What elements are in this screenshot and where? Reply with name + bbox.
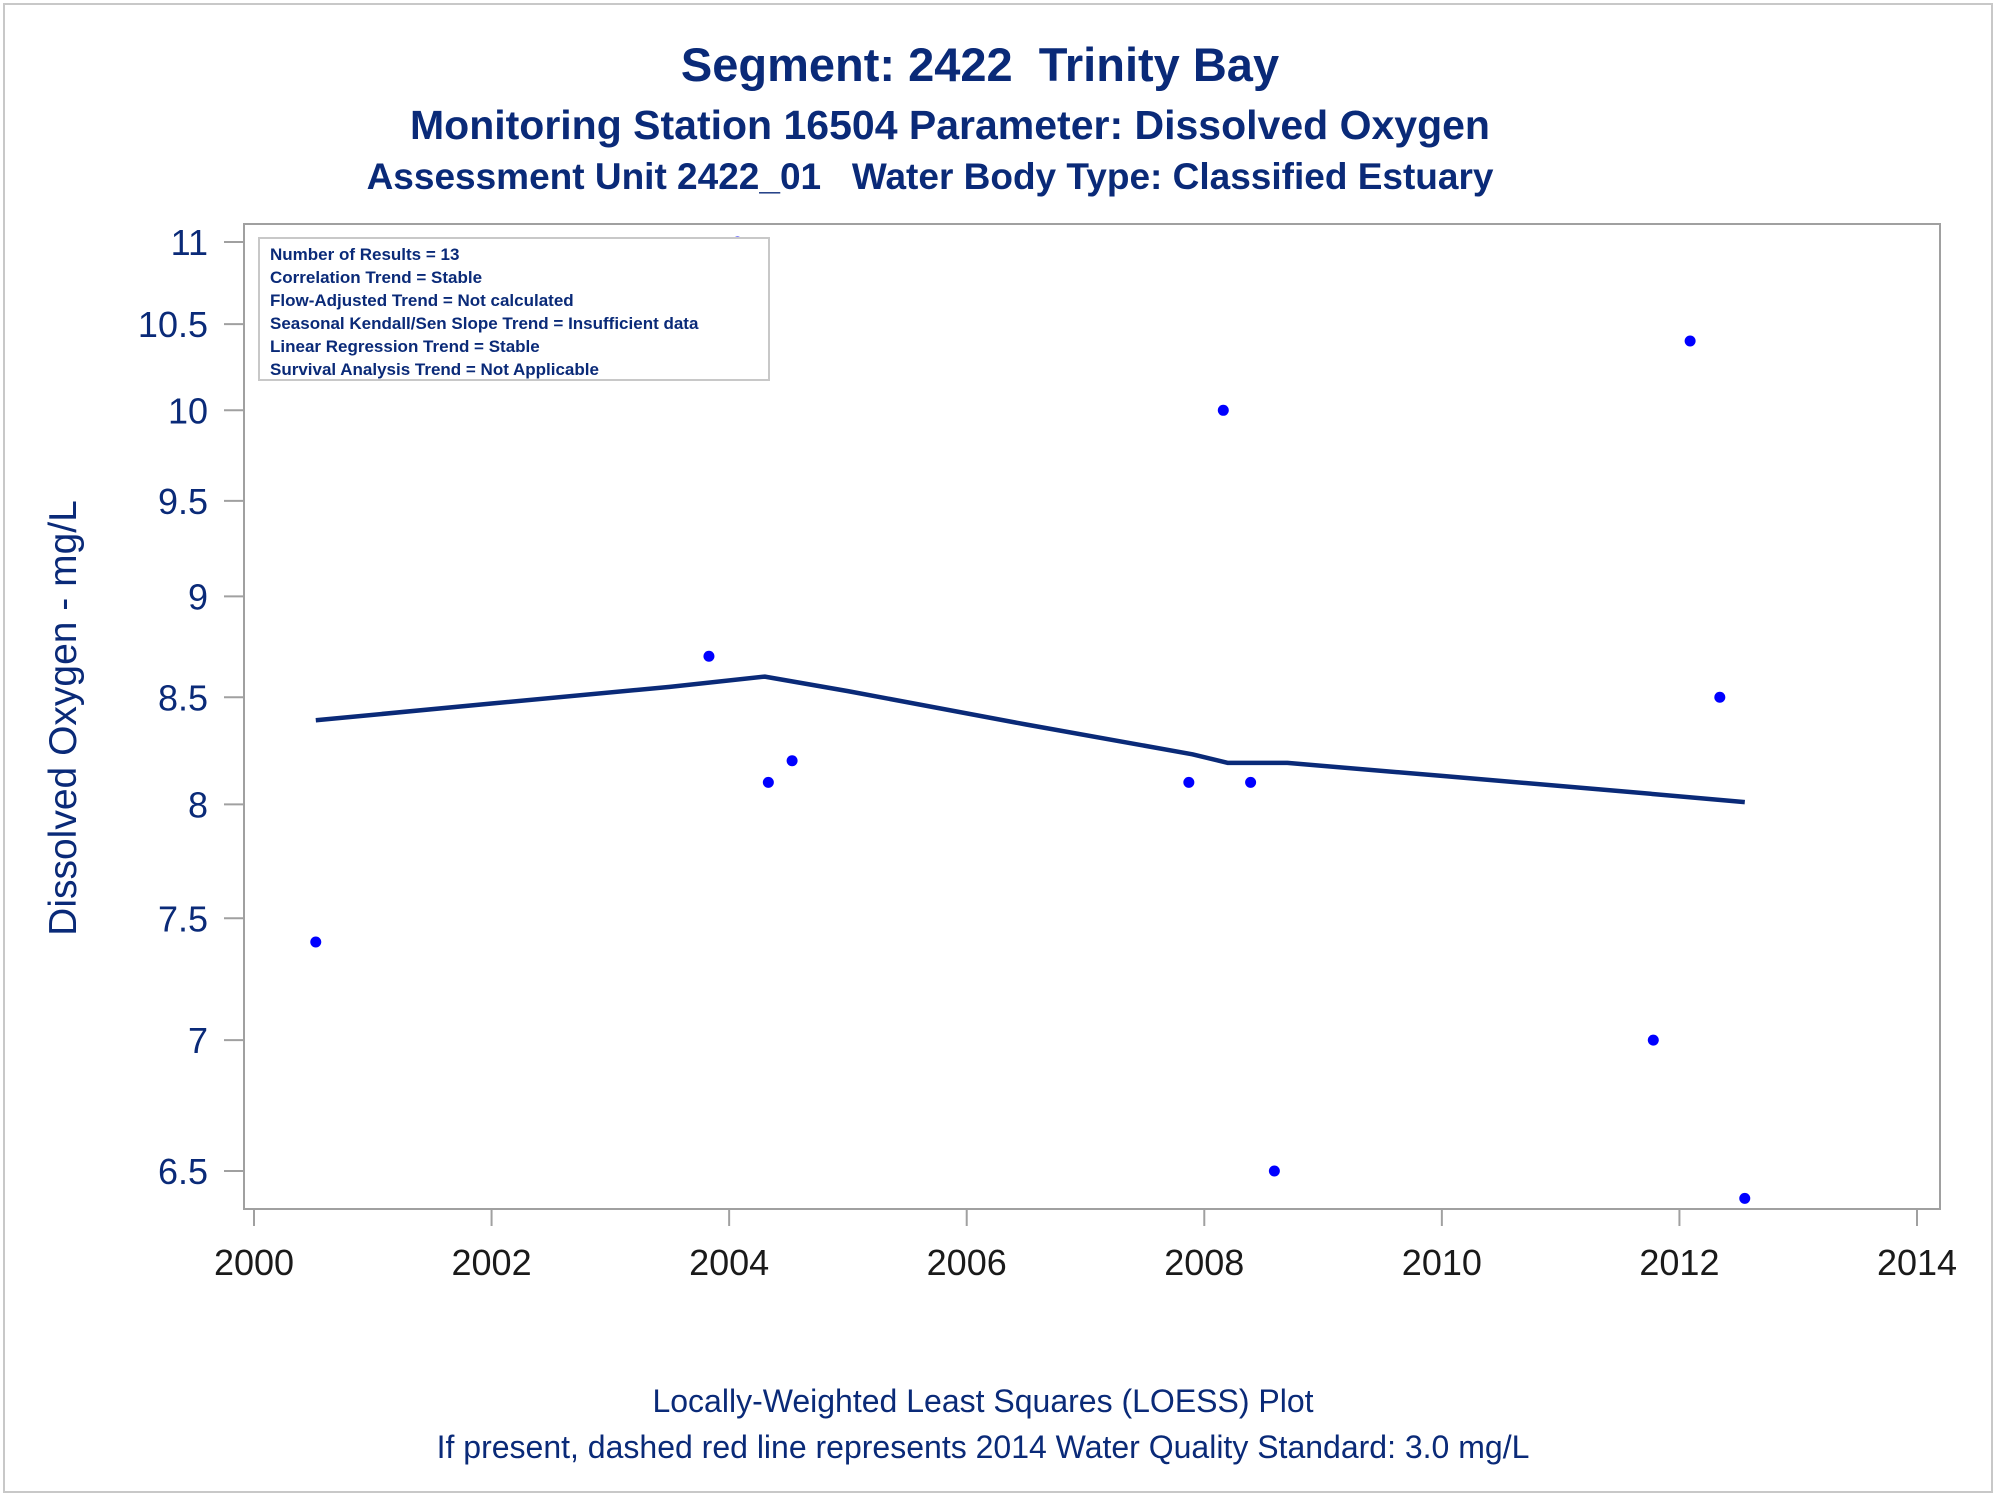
chart-subtitle-assessment: Assessment Unit 2422_01 Water Body Type:…	[366, 156, 1494, 197]
x-tick-label: 2000	[214, 1242, 294, 1283]
x-tick-label: 2008	[1164, 1242, 1244, 1283]
trend-stats-box: Number of Results = 13 Correlation Trend…	[258, 237, 770, 381]
y-tick-label: 7.5	[158, 898, 208, 939]
stat-number-of-results: Number of Results = 13	[270, 245, 460, 264]
y-axis: 6.5 7 7.5 8 8.5 9 9.5 10 10.5 11	[138, 222, 244, 1192]
y-tick-label: 11	[171, 222, 208, 263]
data-point	[1739, 1192, 1751, 1204]
x-axis: 2000 2002 2004 2006 2008 2010 2012 2014	[214, 1209, 1957, 1283]
y-tick-label: 9	[188, 576, 208, 617]
x-tick-label: 2006	[927, 1242, 1007, 1283]
stat-flow-adjusted-trend: Flow-Adjusted Trend = Not calculated	[270, 291, 574, 310]
footnote-standard: If present, dashed red line represents 2…	[436, 1429, 1530, 1465]
chart-title: Segment: 2422 Trinity Bay	[680, 38, 1280, 91]
x-tick-label: 2010	[1402, 1242, 1482, 1283]
loess-series	[315, 674, 1745, 805]
data-point	[1183, 776, 1195, 788]
y-tick-label: 7	[188, 1020, 208, 1061]
x-tick-label: 2004	[689, 1242, 769, 1283]
stat-correlation-trend: Correlation Trend = Stable	[270, 268, 483, 287]
data-point	[1647, 1034, 1659, 1046]
scatter-series	[310, 236, 1751, 1204]
data-point	[1268, 1165, 1280, 1177]
data-point	[762, 776, 774, 788]
y-tick-label: 6.5	[158, 1151, 208, 1192]
data-point	[1217, 404, 1229, 416]
y-axis-label: Dissolved Oxygen - mg/L	[42, 500, 85, 936]
data-point	[703, 650, 715, 662]
y-tick-label: 9.5	[158, 481, 208, 522]
y-tick-label: 10.5	[138, 304, 208, 345]
data-point	[310, 936, 322, 948]
x-tick-label: 2012	[1639, 1242, 1719, 1283]
chart-subtitle-station: Monitoring Station 16504 Parameter: Diss…	[410, 102, 1490, 148]
plot-area-frame	[243, 223, 1941, 1210]
x-tick-label: 2014	[1877, 1242, 1957, 1283]
y-tick-label: 8	[188, 784, 208, 825]
y-tick-label: 10	[168, 390, 208, 431]
chart-frame	[3, 3, 1993, 1493]
loess-line	[315, 674, 1745, 805]
data-point	[786, 755, 798, 767]
stat-survival-analysis-trend: Survival Analysis Trend = Not Applicable	[270, 360, 599, 379]
footnote-loess: Locally-Weighted Least Squares (LOESS) P…	[652, 1383, 1314, 1419]
data-point	[1245, 776, 1257, 788]
data-point	[1684, 335, 1696, 347]
stat-linear-regression-trend: Linear Regression Trend = Stable	[270, 337, 540, 356]
y-tick-label: 8.5	[158, 677, 208, 718]
x-tick-label: 2002	[452, 1242, 532, 1283]
stat-seasonal-kendall-trend: Seasonal Kendall/Sen Slope Trend = Insuf…	[270, 314, 699, 333]
data-point	[1714, 691, 1726, 703]
